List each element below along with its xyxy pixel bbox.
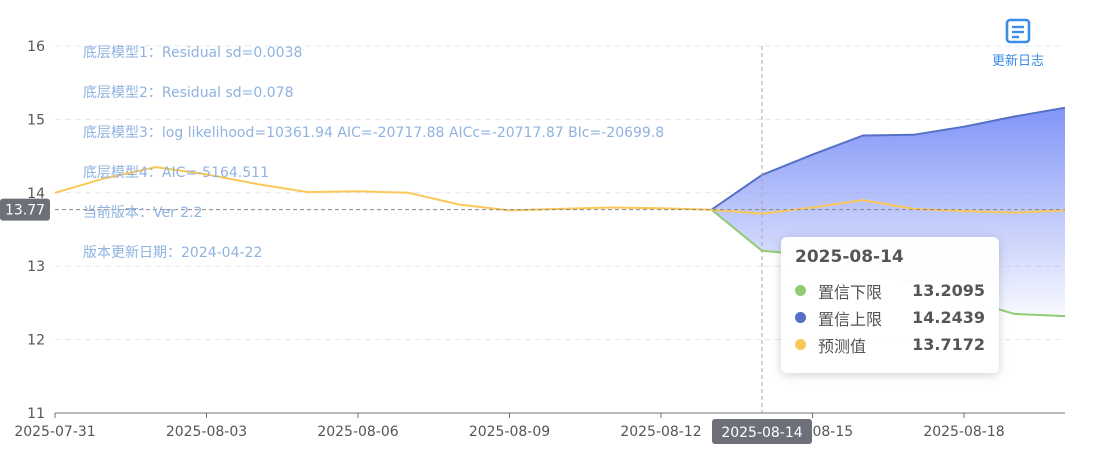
info-line-model-4: 底层模型4：AIC=-5164.511 <box>83 165 269 181</box>
series-line-upper <box>710 106 1066 211</box>
document-icon <box>1005 18 1031 44</box>
tooltip-row-forecast: 预测值 13.7172 <box>795 331 985 358</box>
tooltip-row-upper-name: 置信上限 <box>818 309 883 329</box>
chart-tooltip: 2025-08-14 置信下限 13.2095 置信上限 14.2439 预测值… <box>781 237 999 373</box>
legend-dot-lower <box>795 285 806 296</box>
tooltip-row-upper: 置信上限 14.2439 <box>795 304 985 331</box>
y-tick-label-14: 14 <box>27 186 45 202</box>
y-tick-label-16: 16 <box>27 39 45 55</box>
legend-dot-upper <box>795 312 806 323</box>
tooltip-row-lower: 置信下限 13.2095 <box>795 277 985 304</box>
info-line-model-1: 底层模型1：Residual sd=0.0038 <box>83 45 303 61</box>
info-line-update-date: 版本更新日期：2024-04-22 <box>83 245 263 261</box>
x-tick-label-2025-07-31: 2025-07-31 <box>14 424 95 440</box>
tooltip-title: 2025-08-14 <box>795 247 904 267</box>
x-tick-label-2025-08-03: 2025-08-03 <box>166 424 247 440</box>
x-tick-label-2025-08-18: 2025-08-18 <box>923 424 1004 440</box>
x-tick-label-2025-08-09: 2025-08-09 <box>469 424 550 440</box>
axis-pointer-x-badge <box>712 419 812 444</box>
axis-pointer-y-label: 13.77 <box>5 203 45 219</box>
y-tick-label-12: 12 <box>27 333 45 349</box>
axis-pointer-y-badge <box>0 198 50 221</box>
y-tick-label-13: 13 <box>27 259 45 275</box>
tooltip-row-lower-name: 置信下限 <box>818 282 883 302</box>
info-line-version: 当前版本：Ver 2.2 <box>83 205 203 221</box>
changelog-label: 更新日志 <box>991 54 1044 69</box>
changelog-button[interactable]: 更新日志 <box>985 18 1051 69</box>
y-tick-label-15: 15 <box>27 112 45 128</box>
x-tick-label-2025-08-06: 2025-08-06 <box>317 424 398 440</box>
legend-dot-forecast <box>795 339 806 350</box>
tooltip-row-forecast-name: 预测值 <box>818 336 867 356</box>
info-line-model-2: 底层模型2：Residual sd=0.078 <box>83 85 294 101</box>
tooltip-row-lower-value: 13.2095 <box>912 281 985 300</box>
tooltip-row-forecast-value: 13.7172 <box>912 335 985 354</box>
info-line-model-3: 底层模型3：log likelihood=10361.94 AIC=-20717… <box>83 125 665 141</box>
x-tick-label-2025-08-12: 2025-08-12 <box>620 424 701 440</box>
tooltip-row-upper-value: 14.2439 <box>912 308 985 327</box>
series-line-forecast <box>54 166 1066 215</box>
axis-pointer-x-label: 2025-08-14 <box>721 425 802 441</box>
y-tick-label-11: 11 <box>27 406 45 422</box>
